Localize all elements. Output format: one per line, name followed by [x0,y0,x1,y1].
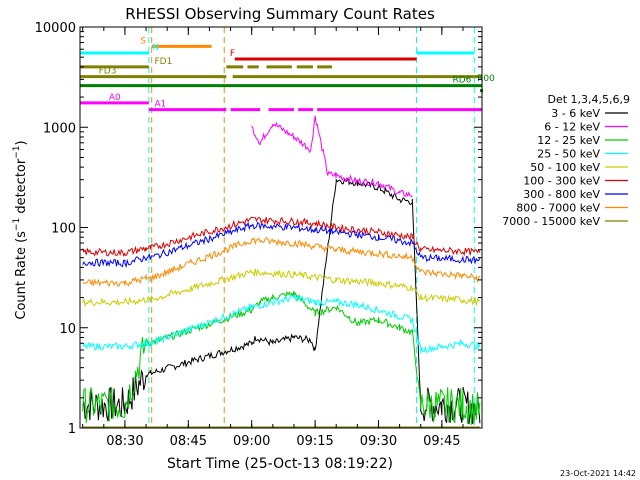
legend-label: 25 - 50 keV [537,148,600,161]
series-line [82,293,481,354]
x-tick-label: 09:30 [360,434,397,449]
y-tick-label: 1000 [43,121,76,136]
flag-label: FD1 [155,57,173,67]
y-tick-label: 100 [51,222,76,237]
flag-label: A1 [155,100,167,110]
series-line [82,221,481,269]
flag-label: N [152,43,159,53]
x-tick-label: 08:30 [106,434,143,449]
series-line [82,176,481,425]
legend-label: 3 - 6 keV [551,107,600,120]
series-line [82,268,481,308]
legend-label: 50 - 100 keV [530,161,600,174]
flag-label: S [140,36,146,46]
y-tick-label: 1 [68,422,76,437]
series-line [251,115,413,198]
series-line [82,216,481,257]
legend-label: 12 - 25 keV [537,134,600,147]
flag-label: F [230,49,235,59]
y-tick-label: 10000 [35,21,76,36]
legend-label: 800 - 7000 keV [516,202,600,215]
flag-label: RD6 [453,76,472,86]
x-axis-label: Start Time (25-Oct-13 08:19:22) [167,456,393,472]
plot-area: SN F FD1 FD3 RD6 A0 A1 R00 [80,27,495,428]
legend-label: 7000 - 15000 keV [502,215,600,228]
flag-label: R00 [477,74,495,84]
timestamp: 23-Oct-2021 14:42 [560,469,636,478]
x-tick-label: 09:15 [296,434,333,449]
y-axis-label: Count Rate (s−1 detector−1) [12,140,29,319]
legend-label: 6 - 12 keV [544,121,600,134]
x-tick-label: 09:45 [423,434,460,449]
y-tick-label: 10 [59,322,76,337]
legend-label: 300 - 800 keV [523,188,600,201]
x-tick-label: 08:45 [170,434,207,449]
flag-label: FD3 [99,67,117,77]
series-line [82,236,481,287]
axes: 1 10 100 1000 10000 08:30 08:45 09:00 09:15 09:30… [35,21,483,449]
flag-label: A0 [109,93,121,103]
legend-title: Det 1,3,4,5,6,9 [547,93,630,106]
legend-label: 100 - 300 keV [523,175,600,188]
chart-title: RHESSI Observing Summary Count Rates [125,5,435,23]
x-tick-label: 09:00 [233,434,270,449]
